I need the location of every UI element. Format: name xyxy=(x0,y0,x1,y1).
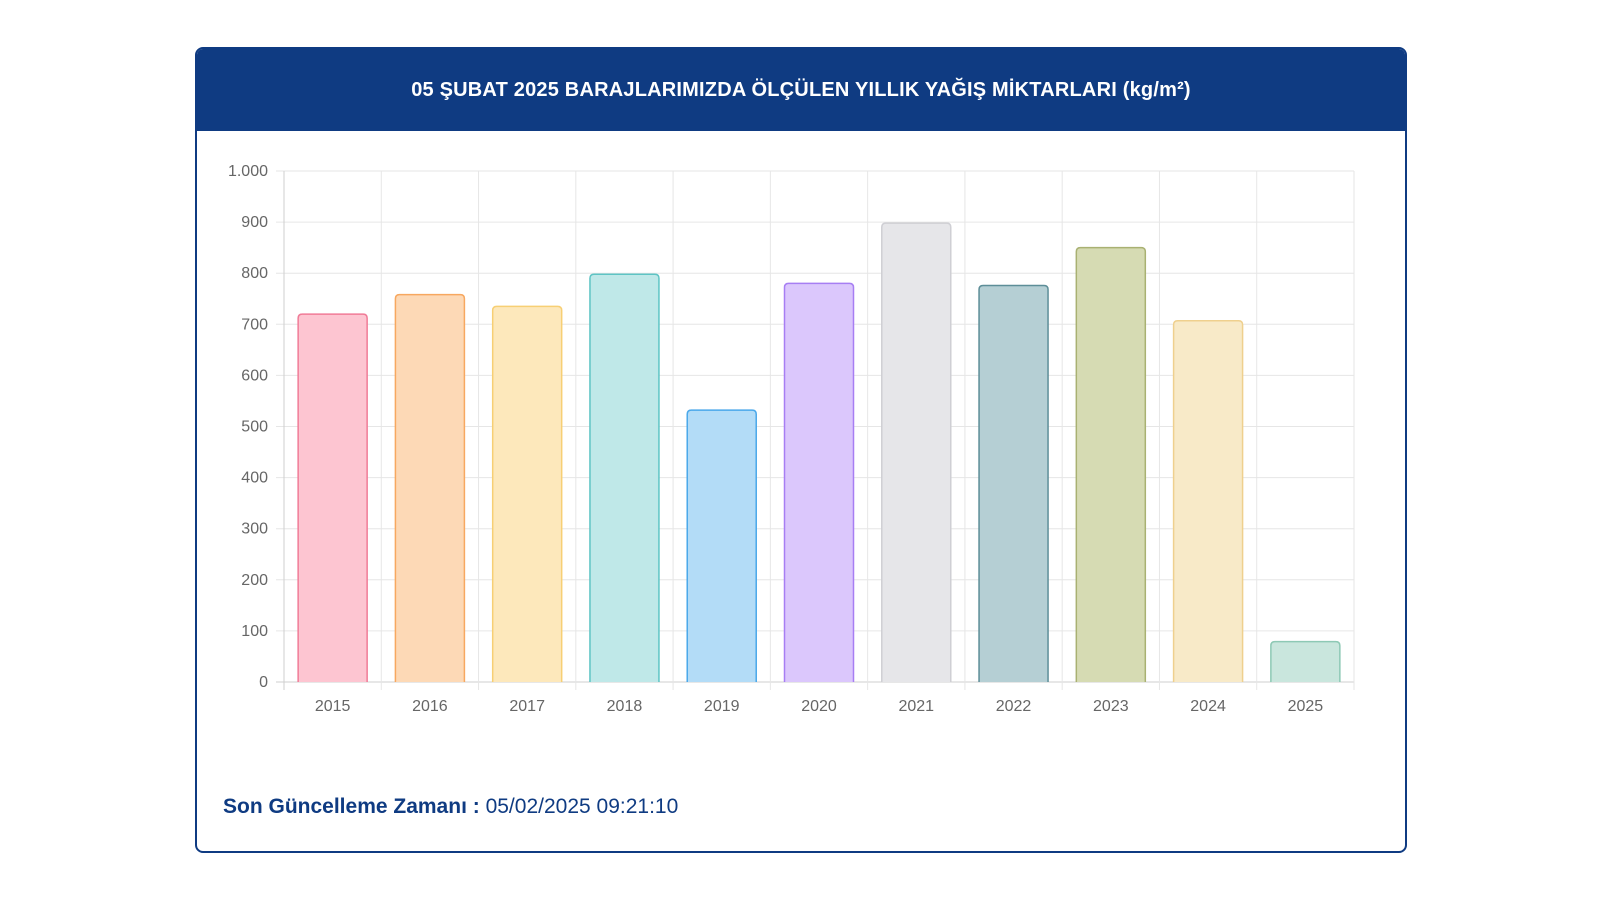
bar-2022[interactable] xyxy=(978,284,1049,682)
y-tick-label: 600 xyxy=(241,367,268,384)
bar-2020[interactable] xyxy=(783,282,855,682)
bar-2016[interactable] xyxy=(394,293,466,682)
bar-series xyxy=(297,222,1341,682)
x-tick-label: 2016 xyxy=(412,698,448,715)
y-tick-label: 800 xyxy=(241,265,268,282)
x-axis-ticks: 2015 2016 2017 2018 2019 2020 2021 2022 2023 2024… xyxy=(315,698,1323,715)
x-tick-label: 2022 xyxy=(996,698,1032,715)
y-axis-ticks: 0 100 200 300 400 500 600 700 800 900 1.000 xyxy=(228,163,268,691)
y-tick-label: 500 xyxy=(241,419,268,436)
y-tick-label: 100 xyxy=(241,623,268,640)
chart-title: 05 ŞUBAT 2025 BARAJLARIMIZDA ÖLÇÜLEN YIL… xyxy=(197,49,1405,131)
x-tick-label: 2024 xyxy=(1190,698,1226,715)
y-tick-label: 700 xyxy=(241,316,268,333)
bar-2025[interactable] xyxy=(1270,640,1341,682)
x-tick-label: 2025 xyxy=(1288,698,1324,715)
bar-2024[interactable] xyxy=(1172,319,1244,682)
bar-2017[interactable] xyxy=(491,305,563,682)
x-tick-label: 2018 xyxy=(607,698,643,715)
y-tick-label: 200 xyxy=(241,572,268,589)
x-tick-label: 2023 xyxy=(1093,698,1129,715)
y-tick-label: 900 xyxy=(241,214,268,231)
bar-2021[interactable] xyxy=(881,222,952,682)
bar-2018[interactable] xyxy=(589,273,660,682)
x-tick-label: 2021 xyxy=(898,698,934,715)
y-tick-label: 1.000 xyxy=(228,163,268,180)
last-update-label: Son Güncelleme Zamanı : xyxy=(223,795,480,818)
y-tick-label: 400 xyxy=(241,470,268,487)
x-tick-label: 2015 xyxy=(315,698,351,715)
chart-card: 05 ŞUBAT 2025 BARAJLARIMIZDA ÖLÇÜLEN YIL… xyxy=(195,47,1407,853)
bar-2023[interactable] xyxy=(1075,246,1147,682)
last-update: Son Güncelleme Zamanı : 05/02/2025 09:21… xyxy=(223,795,678,819)
x-tick-label: 2019 xyxy=(704,698,740,715)
y-tick-label: 300 xyxy=(241,521,268,538)
y-tick-label: 0 xyxy=(259,674,268,691)
last-update-value: 05/02/2025 09:21:10 xyxy=(485,795,679,818)
bar-2015[interactable] xyxy=(297,313,368,682)
x-tick-label: 2020 xyxy=(801,698,837,715)
bar-2019[interactable] xyxy=(686,409,757,682)
x-tick-label: 2017 xyxy=(509,698,545,715)
